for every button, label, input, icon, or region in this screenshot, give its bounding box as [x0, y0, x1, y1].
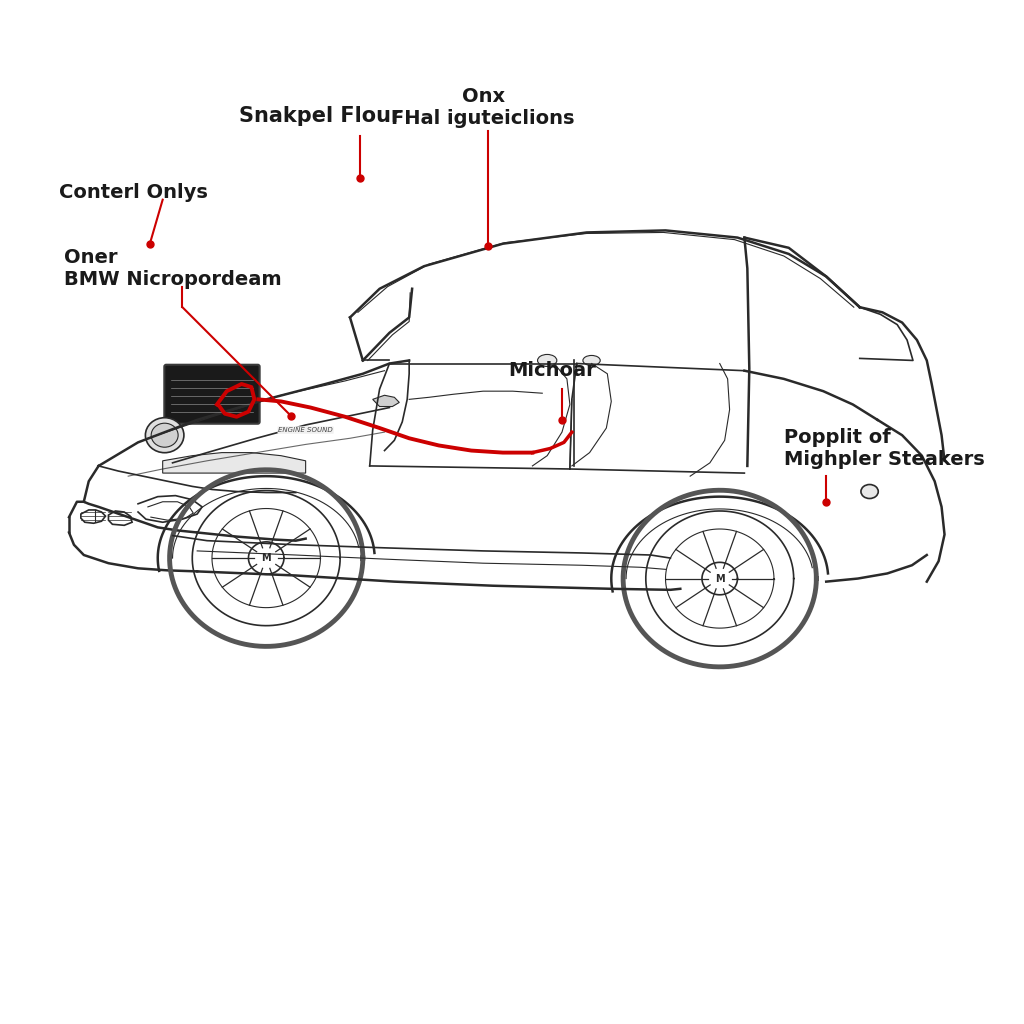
Polygon shape	[163, 453, 305, 473]
Text: Conterl Onlys: Conterl Onlys	[59, 183, 208, 202]
Ellipse shape	[538, 354, 557, 367]
Text: ENGINE SOUND: ENGINE SOUND	[279, 427, 333, 433]
Ellipse shape	[152, 423, 178, 447]
Ellipse shape	[145, 418, 184, 453]
Text: Michoar: Michoar	[508, 361, 596, 380]
Ellipse shape	[583, 355, 600, 366]
Ellipse shape	[861, 484, 879, 499]
Text: Snakpel Flour: Snakpel Flour	[240, 105, 401, 126]
Text: M: M	[261, 553, 271, 563]
Text: Popplit of
Mighpler Steakers: Popplit of Mighpler Steakers	[783, 428, 984, 469]
Text: M: M	[715, 573, 725, 584]
FancyBboxPatch shape	[164, 365, 260, 424]
Text: Oner
BMW Nicropordeam: Oner BMW Nicropordeam	[65, 248, 282, 289]
Polygon shape	[373, 395, 399, 407]
Text: Onx
FHal iguteiclions: Onx FHal iguteiclions	[391, 87, 574, 128]
